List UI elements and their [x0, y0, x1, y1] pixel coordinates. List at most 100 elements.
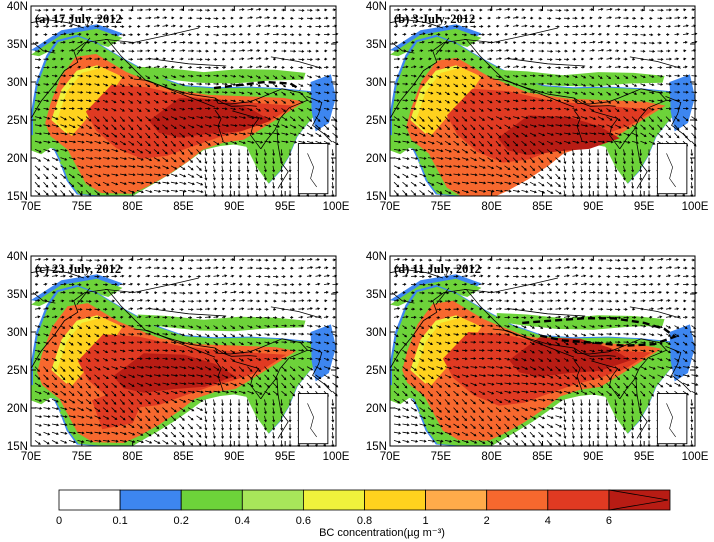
colorbar-tick-label: 2 [484, 515, 490, 527]
colorbar-box [58, 489, 121, 511]
lon-tick-label: 75E [72, 201, 93, 213]
lat-tick-label: 35N [366, 289, 387, 301]
lat-tick-label: 30N [366, 327, 387, 339]
highlight-region-outline [522, 317, 678, 347]
lon-tick-label: 100E [323, 201, 350, 213]
panel-title: (d) 11 July, 2012 [394, 262, 481, 276]
colorbar: 0 0.1 0.2 0.4 0.6 0.8 1 2 4 6 BC concentration(µg… [56, 489, 671, 539]
map-panel-a: 70E 75E 80E 85E 90E 95E 100E 15N 20N 25N 30N 35N 40N… [7, 1, 350, 213]
lat-tick-label: 25N [366, 115, 387, 127]
map-body [30, 255, 340, 448]
lon-tick-label: 90E [224, 451, 245, 463]
lat-tick-label: 35N [366, 39, 387, 51]
colorbar-box [180, 489, 243, 511]
map-panel-c: 70E 75E 80E 85E 90E 95E 100E 15N 20N 25N 30N 35N 40N… [7, 251, 350, 463]
lat-tick-label: 40N [366, 1, 387, 13]
map-panel-d: 70E 75E 80E 85E 90E 95E 100E 15N 20N 25N 30N 35N 40N… [366, 251, 709, 463]
colorbar-tick-label: 0 [56, 515, 62, 527]
lon-tick-label: 95E [275, 451, 296, 463]
axis-ticks: 70E 75E 80E 85E 90E 95E 100E 15N 20N 25N 30N 35N 40N [366, 1, 709, 213]
map-panel-b: 70E 75E 80E 85E 90E 95E 100E 15N 20N 25N 30N 35N 40N… [366, 1, 709, 213]
lon-tick-label: 85E [532, 451, 553, 463]
wind-vectors [393, 7, 698, 198]
lon-tick-label: 80E [122, 451, 143, 463]
lat-tick-label: 20N [7, 153, 28, 165]
colorbar-tick-label: 6 [606, 515, 612, 527]
colorbar-tick-label: 4 [545, 515, 551, 527]
concentration-field [390, 256, 695, 446]
axis-ticks: 70E 75E 80E 85E 90E 95E 100E 15N 20N 25N 30N 35N 40N [7, 251, 350, 463]
lat-tick-label: 15N [366, 441, 387, 453]
lon-tick-label: 85E [532, 201, 553, 213]
lon-tick-label: 75E [72, 451, 93, 463]
lat-tick-label: 25N [7, 365, 28, 377]
lon-tick-label: 95E [275, 201, 296, 213]
lat-tick-label: 15N [7, 441, 28, 453]
lon-tick-label: 90E [583, 201, 604, 213]
colorbar-tick-label: 0.4 [235, 515, 250, 527]
colorbar-boxes [58, 489, 671, 511]
colorbar-overflow-arrow [608, 489, 669, 511]
lat-tick-label: 25N [366, 365, 387, 377]
lon-tick-label: 90E [224, 201, 245, 213]
highlight-region-outline [213, 80, 302, 91]
panel-title: (c) 23 July, 2012 [35, 262, 121, 276]
lat-tick-label: 25N [7, 115, 28, 127]
map-body [30, 5, 339, 198]
colorbar-box [425, 489, 488, 511]
lat-tick-label: 30N [366, 77, 387, 89]
lon-tick-label: 70E [380, 451, 401, 463]
colorbar-box [486, 489, 549, 511]
wind-vectors [393, 257, 699, 448]
colorbar-tick-label: 0.1 [112, 515, 127, 527]
lon-tick-label: 70E [21, 201, 42, 213]
colorbar-ticks: 0 0.1 0.2 0.4 0.6 0.8 1 2 4 6 [56, 515, 612, 527]
panel-title: (b) 3 July, 2012 [394, 12, 475, 26]
lon-tick-label: 100E [682, 201, 709, 213]
lat-tick-label: 40N [7, 251, 28, 263]
lon-tick-label: 90E [583, 451, 604, 463]
panel-title: (a) 17 July, 2012 [35, 12, 122, 26]
colorbar-tick-label: 0.2 [174, 515, 189, 527]
lon-tick-label: 85E [173, 201, 194, 213]
lat-tick-label: 35N [7, 289, 28, 301]
country-boundaries [30, 269, 333, 439]
colorbar-label: BC concentration(µg m⁻³) [319, 527, 445, 539]
lat-tick-label: 15N [366, 191, 387, 203]
lon-tick-label: 80E [481, 201, 502, 213]
wind-vectors [34, 257, 340, 448]
map-body [389, 5, 698, 198]
colorbar-box [241, 489, 304, 511]
lon-tick-label: 95E [634, 451, 655, 463]
lat-tick-label: 35N [7, 39, 28, 51]
colorbar-tick-label: 1 [423, 515, 429, 527]
lon-tick-label: 95E [634, 201, 655, 213]
axis-ticks: 70E 75E 80E 85E 90E 95E 100E 15N 20N 25N 30N 35N 40N [7, 1, 350, 213]
lat-tick-label: 40N [366, 251, 387, 263]
lon-tick-label: 80E [481, 451, 502, 463]
colorbar-tick-label: 0.8 [357, 515, 372, 527]
wind-vectors [34, 7, 339, 198]
lon-tick-label: 75E [431, 201, 452, 213]
colorbar-box [302, 489, 365, 511]
lon-tick-label: 100E [682, 451, 709, 463]
lat-tick-label: 20N [366, 153, 387, 165]
lat-tick-label: 20N [7, 403, 28, 415]
lat-tick-label: 15N [7, 191, 28, 203]
map-body [389, 255, 699, 448]
colorbar-tick-label: 0.6 [296, 515, 311, 527]
lon-tick-label: 70E [380, 201, 401, 213]
lat-tick-label: 20N [366, 403, 387, 415]
lat-tick-label: 30N [7, 77, 28, 89]
lat-tick-label: 30N [7, 327, 28, 339]
colorbar-box [119, 489, 182, 511]
lon-tick-label: 80E [122, 201, 143, 213]
lat-tick-label: 40N [7, 1, 28, 13]
axis-ticks: 70E 75E 80E 85E 90E 95E 100E 15N 20N 25N 30N 35N 40N [366, 251, 709, 463]
colorbar-box [547, 489, 610, 511]
lon-tick-label: 85E [173, 451, 194, 463]
lon-tick-label: 75E [431, 451, 452, 463]
lon-tick-label: 70E [21, 451, 42, 463]
lon-tick-label: 100E [323, 451, 350, 463]
